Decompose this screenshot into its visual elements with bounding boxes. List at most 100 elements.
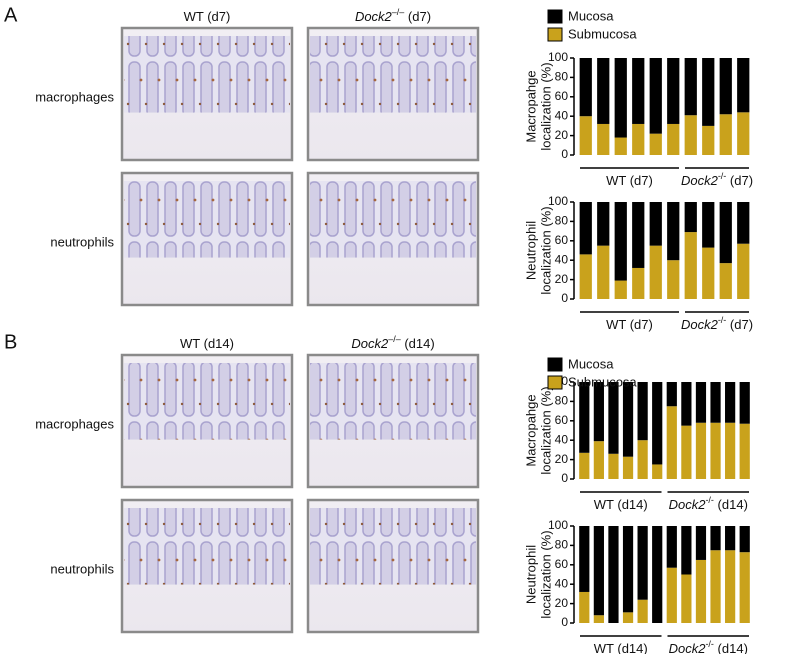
micrograph-border xyxy=(120,353,294,489)
bar-segment xyxy=(632,58,645,124)
bar-segment xyxy=(702,125,715,155)
legend-label: Submucosa xyxy=(568,26,637,41)
bar-segment xyxy=(652,464,663,479)
bar-segment xyxy=(614,137,627,155)
group-label: WT (d14) xyxy=(594,497,648,512)
bar-segment xyxy=(637,526,648,600)
label-part: -/- xyxy=(718,315,727,325)
bar-segment xyxy=(667,202,680,261)
row-label: neutrophils xyxy=(50,234,114,249)
y-tick-label: 0 xyxy=(561,471,568,485)
bar-segment xyxy=(719,202,732,264)
y-axis-label: Macropahge xyxy=(523,394,538,466)
bar-segment xyxy=(719,114,732,155)
bar-segment xyxy=(637,599,648,623)
bar-segment xyxy=(666,567,677,623)
y-tick-label: 40 xyxy=(555,432,569,446)
bar-segment xyxy=(725,422,736,479)
bar-segment xyxy=(622,382,634,457)
y-tick-label: 100 xyxy=(548,194,568,208)
bar-segment xyxy=(710,422,721,479)
bar-segment xyxy=(684,58,697,116)
micrograph-border xyxy=(306,171,480,307)
bar-segment xyxy=(593,615,604,623)
bar-segment xyxy=(608,382,619,454)
panel-label: A xyxy=(4,4,18,26)
label-part: (d7) xyxy=(726,173,753,188)
bar-segment xyxy=(667,260,680,299)
bar-segment xyxy=(695,526,707,560)
bar-segment xyxy=(652,382,663,465)
label-part: (d14) xyxy=(714,497,748,512)
bar-segment xyxy=(666,382,677,407)
label-part: WT (d7) xyxy=(606,173,653,188)
bar-segment xyxy=(737,243,750,299)
bar-segment xyxy=(614,280,627,299)
legend-swatch xyxy=(547,9,563,24)
bar-segment xyxy=(579,254,592,299)
bar-segment xyxy=(739,526,750,553)
micrograph-border xyxy=(306,498,480,634)
bar-segment xyxy=(739,552,750,623)
bar-segment xyxy=(737,202,750,244)
legend-swatch xyxy=(547,375,563,390)
y-tick-label: 60 xyxy=(555,233,569,247)
bar-segment xyxy=(608,526,619,623)
bar-segment xyxy=(725,550,736,623)
bar-segment xyxy=(632,267,645,299)
bar-segment xyxy=(695,382,707,423)
group-label: Dock2-/- (d7) xyxy=(681,315,753,332)
bar-segment xyxy=(695,422,707,479)
micrograph-border xyxy=(120,498,294,634)
y-axis-label: Macropahge xyxy=(523,70,538,142)
bar-segment xyxy=(632,123,645,155)
bar-segment xyxy=(710,526,721,551)
bar-segment xyxy=(597,245,610,299)
bar-segment xyxy=(681,574,692,623)
bar-segment xyxy=(579,591,590,623)
bar-segment xyxy=(666,406,677,479)
y-tick-label: 80 xyxy=(555,394,569,408)
bar-segment xyxy=(684,115,697,155)
label-part: (d7) xyxy=(404,9,431,24)
y-tick-label: 80 xyxy=(555,214,569,228)
bar-segment xyxy=(667,123,680,155)
bar-segment xyxy=(684,202,697,233)
bar-segment xyxy=(649,202,662,246)
label-part: -/- xyxy=(718,171,727,181)
bar-segment xyxy=(597,202,610,246)
bar-segment xyxy=(702,202,715,248)
bar-segment xyxy=(597,123,610,155)
bar-segment xyxy=(597,58,610,124)
label-part: Dock2 xyxy=(681,173,719,188)
legend-swatch xyxy=(547,27,563,42)
group-label: Dock2-/- (d14) xyxy=(669,495,748,512)
bar-segment xyxy=(579,116,592,155)
bar-segment xyxy=(667,58,680,124)
label-part: WT (d14) xyxy=(594,641,648,654)
micrograph-border xyxy=(306,26,480,162)
label-part: Dock2 xyxy=(351,336,389,351)
group-label: Dock2-/- (d7) xyxy=(681,171,753,188)
micrograph-mucosa xyxy=(124,508,290,585)
y-tick-label: 20 xyxy=(555,128,569,142)
y-tick-label: 0 xyxy=(561,615,568,629)
label-part: –/– xyxy=(392,7,405,17)
label-part: (d14) xyxy=(401,336,435,351)
bar-segment xyxy=(710,550,721,623)
bar-segment xyxy=(622,526,634,613)
bar-segment xyxy=(666,526,677,568)
bar-segment xyxy=(622,456,634,479)
bar-segment xyxy=(649,245,662,299)
label-part: WT (d14) xyxy=(594,497,648,512)
y-tick-label: 60 xyxy=(555,557,569,571)
bar-segment xyxy=(622,612,634,623)
y-tick-label: 20 xyxy=(555,452,569,466)
bar-segment xyxy=(632,202,645,268)
micrograph-mucosa xyxy=(310,508,476,585)
bar-segment xyxy=(695,559,707,623)
group-label: Dock2-/- (d14) xyxy=(669,639,748,654)
micrograph-mucosa xyxy=(310,363,476,440)
bar-segment xyxy=(608,453,619,479)
